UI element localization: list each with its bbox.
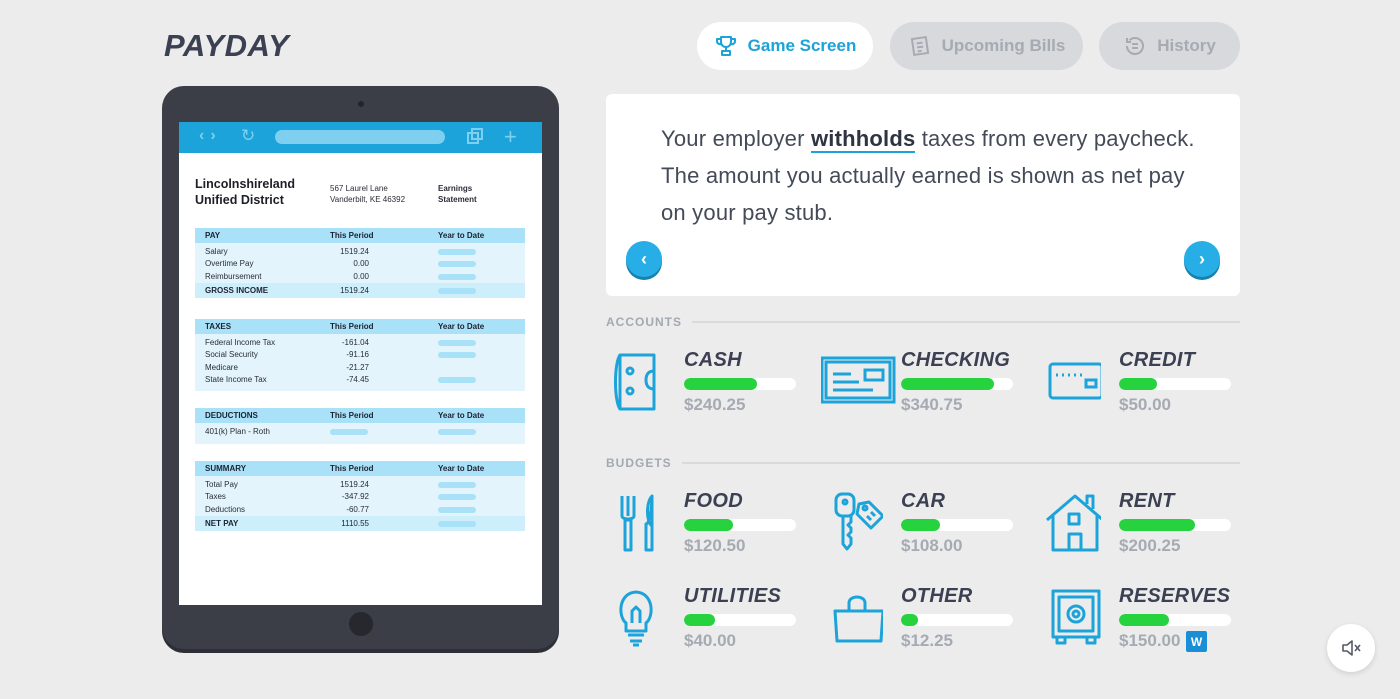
browser-nav-arrows-icon: ‹› <box>199 127 222 144</box>
paystub-screen: ‹› ↻ + Lincolnshireland Unified District… <box>179 122 542 605</box>
rent-progress <box>1119 519 1196 531</box>
game-screen-button[interactable]: Game Screen <box>697 22 873 70</box>
safe-icon <box>1051 589 1101 645</box>
lightbulb-icon <box>619 590 653 647</box>
table-row: State Income Tax -74.45 <box>195 374 525 386</box>
utilities-progress <box>684 614 716 626</box>
employer-name: Lincolnshireland Unified District <box>195 177 296 207</box>
credit-progress <box>1119 378 1158 390</box>
keyword-withholds[interactable]: withholds <box>810 126 916 153</box>
tablet-home-button <box>349 612 373 636</box>
chevron-left-icon: ‹ <box>641 248 647 269</box>
table-row: Salary 1519.24 <box>195 246 525 258</box>
game-screen-label: Game Screen <box>747 36 857 55</box>
car-keys-icon <box>834 492 883 551</box>
budget-rent[interactable]: RENT $200.25 <box>1041 490 1241 560</box>
tablet-camera <box>358 101 364 107</box>
table-row: Deductions -60.77 <box>195 504 525 516</box>
checking-progress <box>901 378 994 390</box>
table-row: Medicare -21.27 <box>205 362 369 372</box>
table-row: Total Pay 1519.24 <box>195 479 525 491</box>
accounts-section-label: ACCOUNTS <box>606 315 1240 329</box>
mute-button[interactable] <box>1327 624 1375 672</box>
budget-car[interactable]: CAR $108.00 <box>823 490 1023 560</box>
reserves-progress <box>1119 614 1170 626</box>
net-pay-row: NET PAY 1110.55 <box>195 515 525 531</box>
history-label: History <box>1157 36 1216 55</box>
check-icon <box>821 356 896 404</box>
shopping-bag-icon <box>833 595 883 643</box>
tablet-device: ‹› ↻ + Lincolnshireland Unified District… <box>162 86 559 649</box>
previous-button[interactable]: ‹ <box>626 241 662 277</box>
history-icon <box>1126 37 1145 55</box>
upcoming-bills-label: Upcoming Bills <box>941 36 1066 55</box>
next-button[interactable]: › <box>1184 241 1220 277</box>
cash-progress <box>684 378 757 390</box>
trophy-icon <box>715 36 736 56</box>
food-progress <box>684 519 734 531</box>
table-row: Reimbursement 0.00 <box>195 271 525 283</box>
browser-bar: ‹› ↻ + <box>179 122 542 153</box>
table-row: 401(k) Plan - Roth <box>195 426 525 438</box>
credit-card-icon <box>1048 362 1101 400</box>
budget-other[interactable]: OTHER $12.25 <box>823 585 1023 655</box>
logo: PAYDAY <box>164 28 290 63</box>
fork-knife-icon <box>620 494 654 552</box>
employer-address: 567 Laurel Lane Vanderbilt, KE 46392 <box>330 184 406 204</box>
taxes-section: TAXES This Period Year to Date Federal Inc… <box>195 319 525 391</box>
summary-section: SUMMARY This Period Year to Date Total Pay… <box>195 461 525 531</box>
table-row: Federal Income Tax -161.04 <box>195 337 525 349</box>
tabs-icon <box>467 128 483 144</box>
account-cash[interactable]: CASH $240.25 <box>606 349 806 419</box>
other-progress <box>901 614 918 626</box>
table-row: Overtime Pay 0.00 <box>195 258 525 270</box>
budget-utilities[interactable]: UTILITIES $40.00 <box>606 585 806 655</box>
speaker-muted-icon <box>1342 640 1361 656</box>
deductions-section: DEDUCTIONS This Period Year to Date 401(k)… <box>195 408 525 444</box>
account-checking[interactable]: CHECKING $340.75 <box>821 349 1023 419</box>
budget-reserves[interactable]: RESERVES $150.00 <box>1041 585 1241 655</box>
account-credit[interactable]: CREDIT $50.00 <box>1041 349 1241 419</box>
gross-income-row: GROSS INCOME 1519.24 <box>195 282 525 298</box>
budgets-section-label: BUDGETS <box>606 456 1240 470</box>
table-row: Taxes -347.92 <box>195 491 525 503</box>
history-button[interactable]: History <box>1099 22 1240 70</box>
message-card: Your employer withholds taxes from every… <box>606 94 1240 296</box>
table-row: Social Security -91.16 <box>195 349 525 361</box>
car-progress <box>901 519 941 531</box>
statement-title: Earnings Statement <box>438 184 477 204</box>
url-bar <box>275 130 445 144</box>
new-tab-icon: + <box>504 124 517 149</box>
house-icon <box>1046 494 1101 552</box>
upcoming-bills-button[interactable]: Upcoming Bills <box>890 22 1083 70</box>
reserves-badge[interactable]: W <box>1186 631 1207 652</box>
pay-section: PAY This Period Year to Date Salary 1519.24… <box>195 228 525 298</box>
message-text: Your employer withholds taxes from every… <box>661 126 1195 225</box>
bills-icon <box>910 35 929 57</box>
budget-food[interactable]: FOOD $120.50 <box>606 490 806 560</box>
reload-icon: ↻ <box>241 126 256 145</box>
cash-icon <box>614 353 656 411</box>
chevron-right-icon: › <box>1199 248 1205 269</box>
